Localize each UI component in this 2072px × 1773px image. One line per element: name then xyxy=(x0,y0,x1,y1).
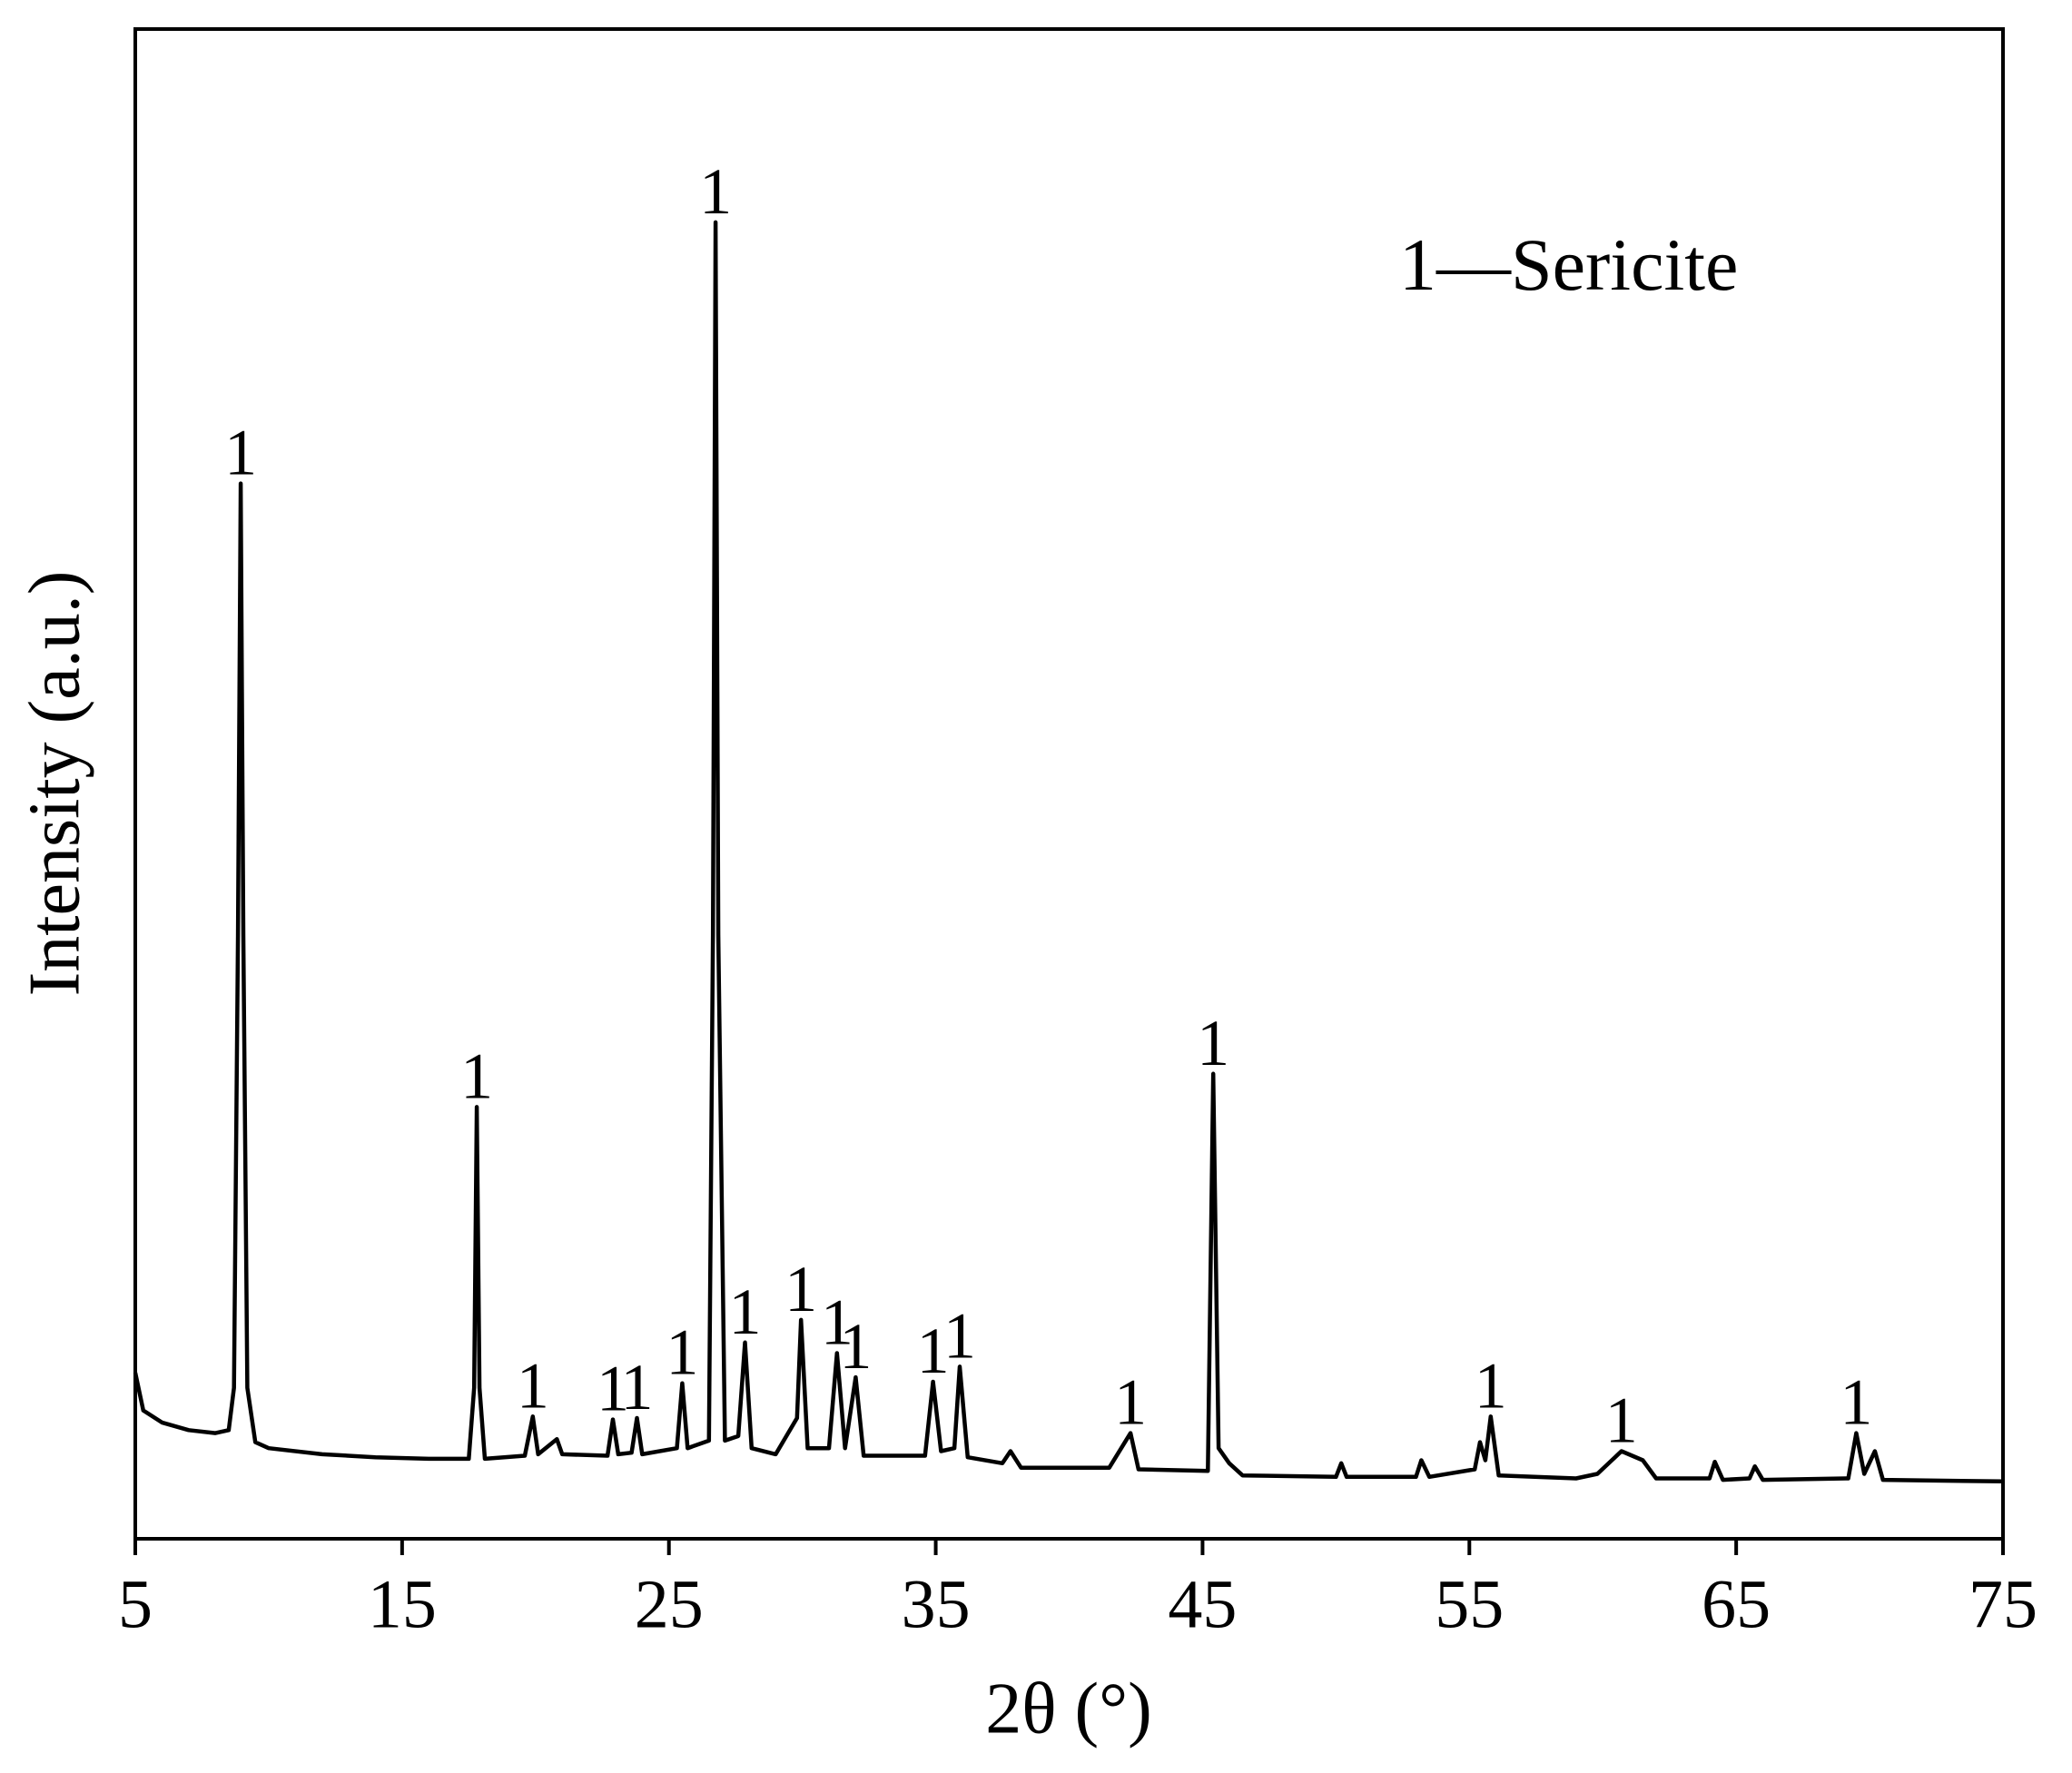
peak-label: 1 xyxy=(839,1310,872,1383)
x-axis-label: 2θ (°) xyxy=(985,1669,1152,1748)
plot-frame xyxy=(133,27,2005,1541)
x-tick-label: 65 xyxy=(1702,1566,1771,1642)
peak-label: 1 xyxy=(699,155,732,228)
x-tick-label: 5 xyxy=(118,1566,153,1642)
peak-label: 1 xyxy=(517,1349,549,1422)
peak-label: 1 xyxy=(821,1285,853,1358)
peak-label: 1 xyxy=(1475,1349,1507,1422)
peak-label: 1 xyxy=(917,1315,950,1387)
peak-label: 1 xyxy=(1840,1366,1872,1439)
peak-label: 1 xyxy=(666,1316,698,1389)
peak-label: 1 xyxy=(1114,1366,1147,1439)
peak-label: 1 xyxy=(943,1299,976,1372)
x-tick-label: 35 xyxy=(902,1566,971,1642)
peak-label: 1 xyxy=(597,1353,629,1425)
legend-text: 1—Sericite xyxy=(1399,223,1738,306)
peak-label: 1 xyxy=(784,1253,817,1325)
peak-label: 1 xyxy=(728,1276,761,1348)
x-tick-label: 75 xyxy=(1968,1566,2037,1642)
peak-label: 1 xyxy=(460,1039,493,1112)
peak-label: 1 xyxy=(1605,1384,1638,1457)
peak-label: 1 xyxy=(224,417,257,489)
x-tick-label: 55 xyxy=(1435,1566,1504,1642)
data-line xyxy=(133,220,2004,1484)
x-tick-label: 15 xyxy=(368,1566,437,1642)
peak-label: 1 xyxy=(620,1351,653,1423)
x-tick-label: 25 xyxy=(635,1566,704,1642)
y-axis-label: Intensity (a.u.) xyxy=(15,571,94,997)
peak-label: 1 xyxy=(1197,1007,1229,1079)
x-tick-label: 45 xyxy=(1168,1566,1237,1642)
